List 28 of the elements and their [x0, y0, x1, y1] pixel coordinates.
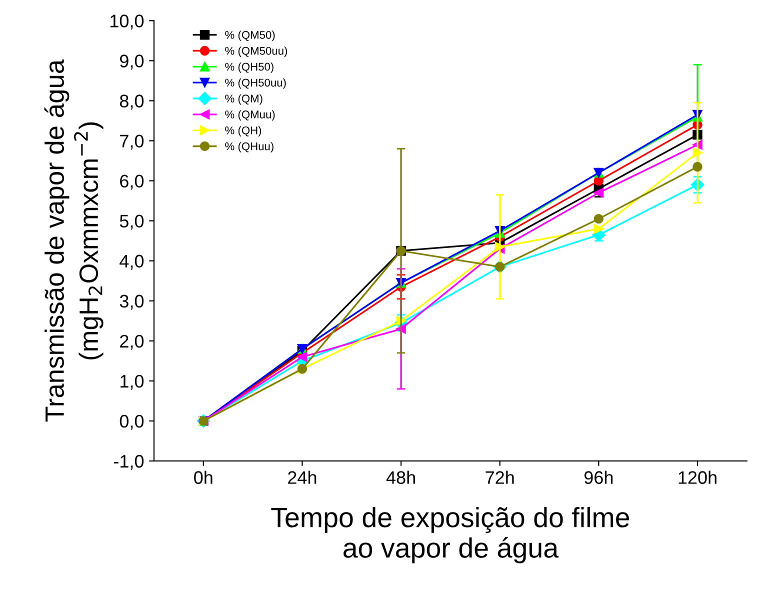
- y-tick-label: 2,0: [120, 334, 144, 350]
- legend-label: % (QH50uu): [225, 78, 286, 89]
- y-tick-label: 7,0: [120, 134, 144, 150]
- x-tick-label: 72h: [486, 470, 514, 484]
- legend-label: % (QH): [225, 126, 262, 137]
- legend-label: % (QM50uu): [225, 46, 288, 57]
- legend-label: % (QM): [225, 94, 262, 105]
- x-tick-label: 48h: [386, 470, 415, 484]
- legend-label: % (QMuu): [225, 110, 275, 121]
- y-tick-label: 1,0: [120, 374, 144, 390]
- y-axis-title: Transmissão de vapor de água (mgH$_{2}$Oxmmxcm$^{−2}$): [44, 59, 104, 422]
- x-tick-label: 0h: [194, 470, 212, 484]
- legend-label: % (QHuu): [225, 142, 274, 152]
- x-tick-label: 96h: [584, 470, 613, 484]
- y-tick-label: 3,0: [120, 294, 144, 310]
- x-axis-title: Tempo de exposição do filme ao vapor de água: [271, 506, 630, 564]
- legend-label: % (QH50): [225, 62, 274, 73]
- x-tick-label: 24h: [288, 470, 316, 484]
- legend-label: % (QM50): [225, 30, 275, 42]
- y-tick-label: 8,0: [120, 94, 144, 110]
- y-tick-label: 6,0: [120, 174, 144, 190]
- y-tick-label: 4,0: [120, 254, 144, 270]
- x-tick-label: 120h: [678, 470, 716, 484]
- y-tick-label: 0,0: [120, 414, 144, 430]
- y-tick-label: -1,0: [114, 454, 144, 470]
- y-tick-label: 10,0: [110, 14, 144, 30]
- y-tick-label: 9,0: [120, 54, 144, 70]
- y-tick-label: 5,0: [120, 214, 144, 230]
